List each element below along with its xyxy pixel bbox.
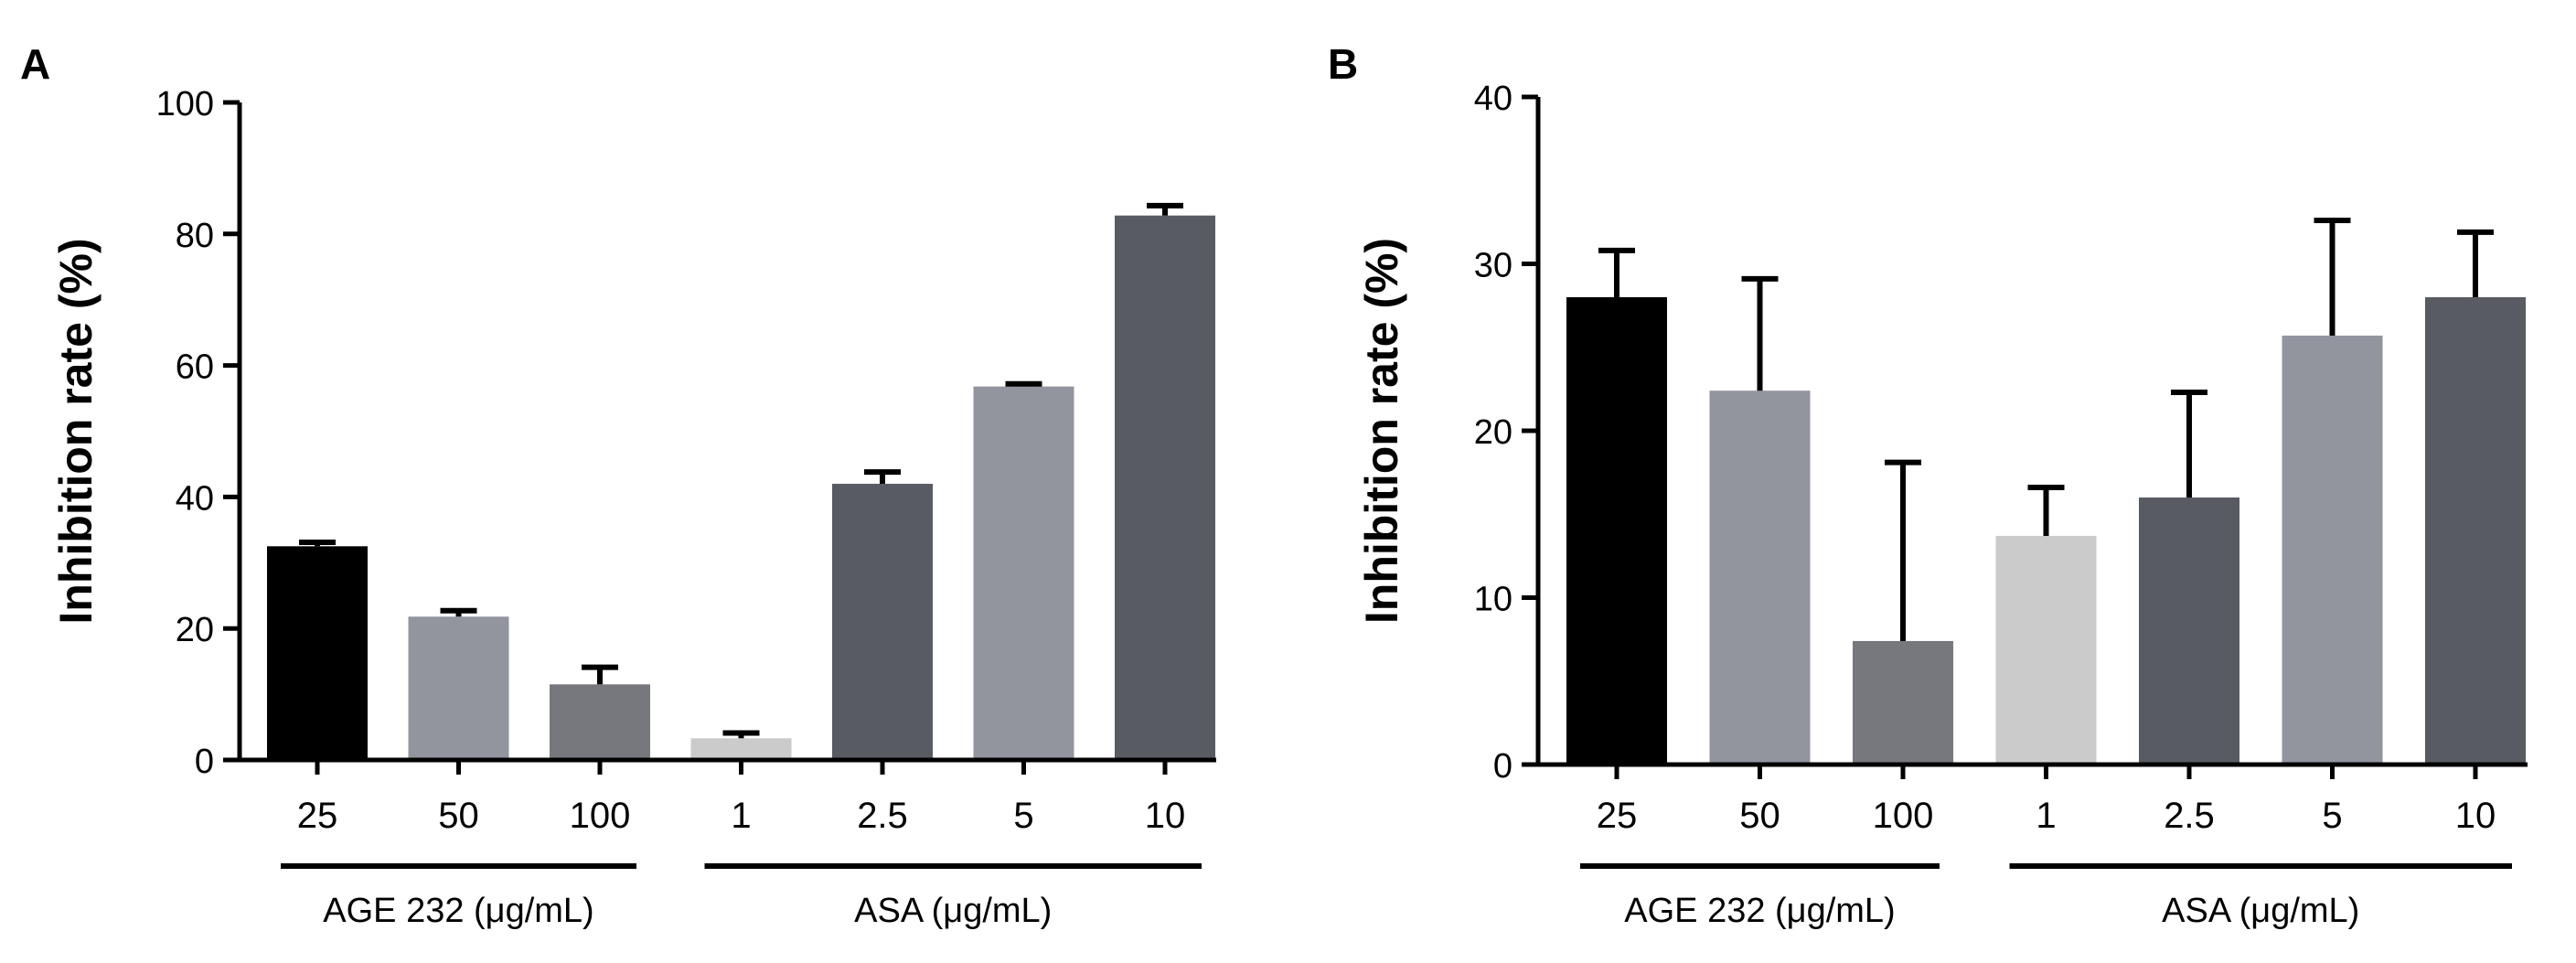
y-tick-label: 20	[1474, 413, 1512, 452]
bar-5	[2282, 335, 2383, 765]
x-tick-label: 10	[2455, 796, 2496, 836]
x-tick-label: 1	[731, 796, 751, 836]
y-tick-label: 40	[1474, 80, 1512, 118]
y-tick-label: 0	[195, 743, 214, 781]
x-tick-label: 25	[1597, 796, 1638, 836]
bar-1	[1995, 535, 2097, 765]
y-tick-label: 60	[176, 348, 214, 387]
y-tick-label: 80	[176, 217, 214, 255]
x-tick-label: 5	[2322, 796, 2342, 836]
x-tick-label: 2.5	[857, 796, 908, 836]
x-tick-label: 10	[1145, 796, 1186, 836]
x-tick-label: 50	[438, 796, 479, 836]
y-tick-label: 0	[1493, 747, 1512, 786]
y-axis-title: Inhibition rate (%)	[50, 238, 102, 624]
x-tick-label: 1	[2036, 796, 2056, 836]
group-label: AGE 232 (μg/mL)	[323, 892, 593, 930]
x-tick-label: 5	[1013, 796, 1033, 836]
group-label: AGE 232 (μg/mL)	[1624, 892, 1895, 930]
bar-5	[973, 386, 1074, 760]
bar-100	[1853, 640, 1953, 765]
y-tick-label: 10	[1474, 581, 1512, 619]
bar-25	[267, 546, 368, 760]
bar-50	[408, 616, 509, 760]
y-tick-label: 20	[176, 611, 214, 649]
y-axis-title: Inhibition rate (%)	[1356, 238, 1407, 624]
x-tick-label: 25	[297, 796, 338, 836]
y-tick-label: 100	[156, 85, 214, 123]
x-tick-label: 100	[570, 796, 631, 836]
bar-2-5	[832, 484, 933, 760]
panel-label: A	[20, 40, 50, 88]
x-tick-label: 50	[1739, 796, 1780, 836]
bar-10	[2425, 297, 2526, 765]
x-tick-label: 2.5	[2164, 796, 2215, 836]
bar-10	[1115, 215, 1215, 761]
y-tick-label: 40	[176, 479, 214, 518]
bar-100	[550, 684, 650, 760]
bar-1	[690, 738, 792, 760]
bar-50	[1709, 391, 1811, 765]
group-label: ASA (μg/mL)	[2162, 892, 2359, 930]
bar-2-5	[2139, 498, 2239, 765]
panel-label: B	[1328, 40, 1358, 88]
group-label: ASA (μg/mL)	[854, 892, 1052, 930]
y-tick-label: 30	[1474, 247, 1512, 285]
bar-25	[1566, 297, 1667, 765]
x-tick-label: 100	[1873, 796, 1934, 836]
